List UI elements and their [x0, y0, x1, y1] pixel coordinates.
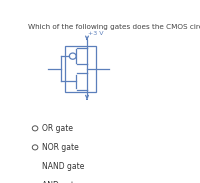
Text: AND gate: AND gate [42, 181, 78, 183]
Text: +3 V: +3 V [88, 31, 103, 36]
Text: OR gate: OR gate [42, 124, 73, 133]
Text: NOR gate: NOR gate [42, 143, 78, 152]
Text: NAND gate: NAND gate [42, 162, 84, 171]
Bar [65, 46, 96, 92]
Text: Which of the following gates does the CMOS circuit shown implement? *: Which of the following gates does the CM… [28, 24, 200, 30]
